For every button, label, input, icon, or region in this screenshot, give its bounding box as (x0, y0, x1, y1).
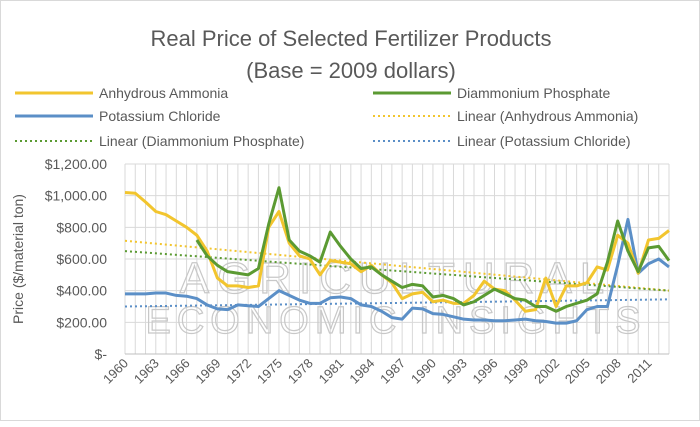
legend-label: Linear (Diammonium Phosphate) (99, 133, 304, 149)
x-tick-label: 1999 (500, 356, 531, 387)
x-tick-label: 2005 (562, 356, 593, 387)
legend-label: Anhydrous Ammonia (99, 85, 228, 101)
series-line-anhydrous-ammonia (124, 191, 670, 313)
legend: Anhydrous Ammonia Diammonium Phosphate Pot… (15, 85, 638, 149)
y-tick-label: $1,000.00 (45, 188, 107, 204)
series-line-linear-potassium-chloride (124, 298, 670, 308)
y-tick-label: $200.00 (56, 314, 107, 330)
x-tick-label: 2008 (593, 356, 624, 387)
x-tick-label: 1993 (439, 356, 470, 387)
y-tick-label: $1,200.00 (45, 156, 107, 172)
legend-item: Diammonium Phosphate (373, 85, 611, 101)
x-tick-label: 1975 (254, 356, 285, 387)
y-tick-label: $800.00 (56, 219, 107, 235)
x-tick-label: 1987 (377, 356, 408, 387)
x-tick-label: 1972 (223, 356, 254, 387)
legend-label: Potassium Chloride (99, 108, 221, 124)
series-line-linear-diammonium-phosphate (124, 250, 670, 292)
legend-label: Linear (Anhydrous Ammonia) (457, 108, 638, 124)
series-line-potassium-chloride (125, 217, 670, 325)
y-axis-ticks: $- $200.00 $400.00 $600.00 $800.00 $1,000.00 $… (45, 156, 108, 362)
legend-item: Linear (Anhydrous Ammonia) (373, 108, 638, 124)
legend-item: Anhydrous Ammonia (15, 85, 228, 101)
series-group (124, 186, 671, 325)
x-tick-label: 1969 (192, 356, 223, 387)
legend-label: Diammonium Phosphate (457, 85, 611, 101)
legend-label: Linear (Potassium Chloride) (457, 133, 631, 149)
legend-item: Potassium Chloride (15, 108, 221, 124)
x-tick-label: 2002 (531, 356, 562, 387)
chart-subtitle: (Base = 2009 dollars) (246, 58, 456, 83)
y-tick-label: $400.00 (56, 283, 107, 299)
series-line-linear-anhydrous-ammonia (124, 239, 670, 292)
x-tick-label: 1984 (346, 356, 377, 387)
legend-item: Linear (Potassium Chloride) (373, 133, 631, 149)
legend-item: Linear (Diammonium Phosphate) (15, 133, 304, 149)
y-tick-label: $600.00 (56, 251, 107, 267)
x-tick-label: 1996 (470, 356, 501, 387)
x-tick-label: 1978 (285, 356, 316, 387)
x-axis-ticks: 1960 1963 1966 1969 1972 1975 1978 1981 1984 1987… (100, 356, 655, 387)
x-tick-label: 1966 (162, 356, 193, 387)
chart-title: Real Price of Selected Fertilizer Produc… (150, 26, 551, 51)
x-tick-label: 1981 (316, 356, 347, 387)
x-tick-label: 1990 (408, 356, 439, 387)
x-tick-label: 2011 (624, 356, 654, 386)
x-tick-label: 1963 (131, 356, 162, 387)
y-axis-label: Price ($/material ton) (10, 194, 26, 324)
watermark-line-2: ECONOMIC INSIGHTS (145, 300, 646, 342)
series-line-diammonium-phosphate (195, 186, 671, 313)
y-tick-label: $- (95, 346, 108, 362)
watermark: AGRICULTURAL ECONOMIC INSIGHTS (145, 253, 646, 342)
